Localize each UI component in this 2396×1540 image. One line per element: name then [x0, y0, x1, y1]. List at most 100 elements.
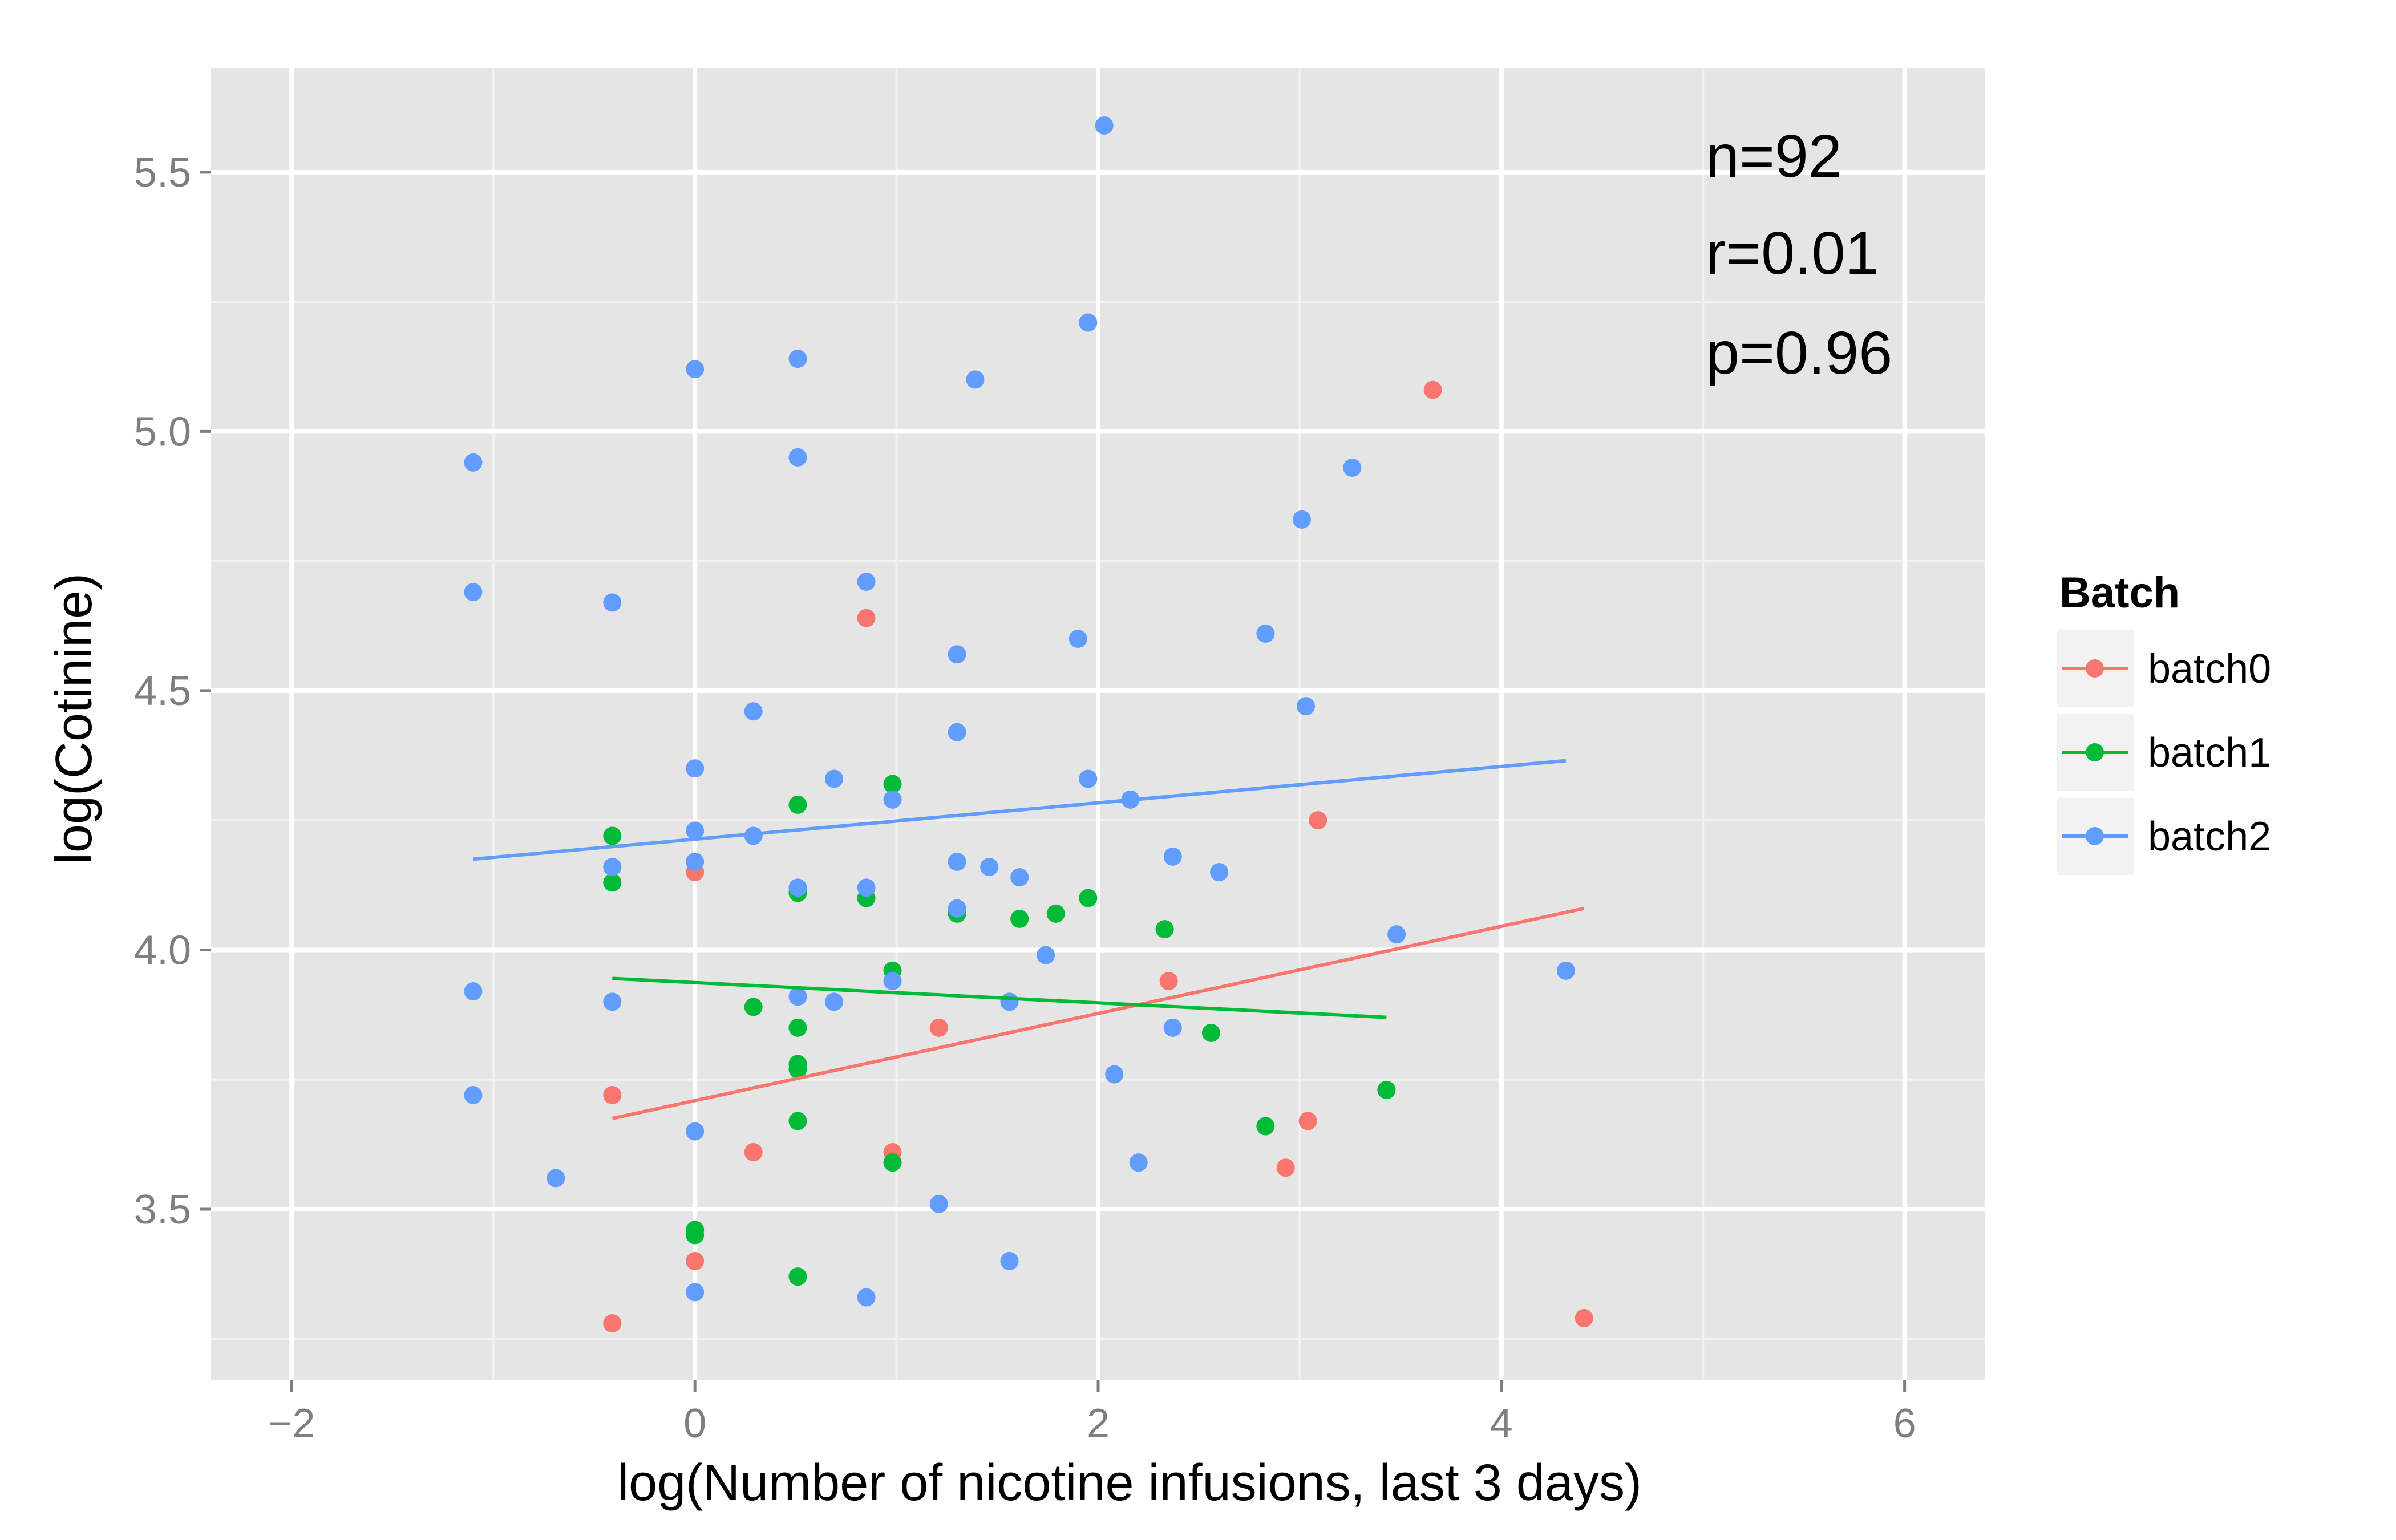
data-point-batch1	[1256, 1117, 1275, 1136]
data-point-batch2	[1037, 946, 1055, 964]
data-point-batch2	[686, 852, 705, 871]
data-point-batch0	[1276, 1158, 1295, 1177]
y-tick-label: 4.5	[134, 668, 191, 714]
y-tick-label: 4.0	[134, 927, 191, 973]
data-point-batch2	[857, 1288, 876, 1307]
data-point-batch2	[788, 987, 807, 1006]
x-tick-label: 0	[683, 1401, 706, 1446]
series-batch2	[464, 116, 1575, 1307]
data-point-batch2	[857, 573, 876, 591]
data-point-batch0	[603, 1086, 622, 1104]
data-point-batch2	[948, 723, 966, 741]
legend-key-point	[2086, 827, 2104, 845]
data-point-batch2	[1163, 1018, 1182, 1037]
axes: −2 0 2 4 6 3.5 4.0 4.5 5.0 5.5	[134, 150, 1916, 1446]
data-point-batch2	[1105, 1065, 1124, 1084]
data-point-batch2	[1079, 769, 1098, 788]
data-point-batch1	[788, 1112, 807, 1130]
data-point-batch2	[1095, 116, 1114, 135]
data-point-batch1	[1201, 1023, 1220, 1042]
legend-title: Batch	[2059, 569, 2180, 617]
data-point-batch1	[788, 795, 807, 814]
data-point-batch2	[825, 992, 844, 1011]
x-axis-title: log(Number of nicotine infusions, last 3…	[617, 1454, 1642, 1511]
data-point-batch0	[1575, 1308, 1593, 1327]
fit-line-batch2	[473, 759, 1567, 861]
legend-key-point	[2086, 743, 2104, 761]
data-point-batch2	[929, 1194, 948, 1213]
data-point-batch2	[603, 992, 622, 1011]
data-point-batch2	[1010, 868, 1029, 887]
data-point-batch2	[883, 972, 902, 990]
legend-label-batch0: batch0	[2148, 646, 2271, 692]
y-axis-title: log(Cotinine)	[46, 573, 103, 864]
series-batch0	[603, 380, 1593, 1332]
data-point-batch2	[788, 878, 807, 897]
data-point-batch1	[1155, 920, 1174, 939]
legend-key-point	[2086, 659, 2104, 678]
data-point-batch0	[1159, 972, 1178, 990]
data-point-batch1	[1046, 904, 1065, 923]
data-point-batch1	[744, 998, 763, 1016]
data-point-batch2	[686, 821, 705, 840]
data-point-batch0	[929, 1018, 948, 1037]
legend-label-batch1: batch1	[2148, 730, 2271, 776]
data-point-batch0	[857, 609, 876, 627]
x-tick-label: 4	[1490, 1401, 1513, 1446]
data-point-batch0	[603, 1314, 622, 1332]
data-point-batch2	[464, 583, 483, 602]
data-point-batch2	[1163, 847, 1182, 866]
data-point-batch2	[883, 790, 902, 809]
data-point-batch2	[966, 370, 985, 389]
data-point-batch1	[788, 1267, 807, 1286]
y-tick-label: 3.5	[134, 1187, 191, 1233]
annotation-r: r=0.01	[1706, 220, 1879, 287]
y-tick-label: 5.5	[134, 150, 191, 196]
data-point-batch2	[1000, 992, 1019, 1011]
data-point-batch2	[1343, 459, 1362, 477]
data-point-batch2	[1556, 961, 1575, 980]
plot-area	[211, 68, 1985, 1380]
data-point-batch2	[1129, 1153, 1148, 1172]
data-point-batch2	[1069, 630, 1087, 648]
x-tick-label: −2	[268, 1401, 315, 1446]
annotation-p: p=0.96	[1706, 319, 1892, 387]
data-point-batch2	[1256, 624, 1275, 643]
fit-line-batch0	[612, 906, 1585, 1120]
data-point-batch2	[1210, 863, 1229, 882]
data-point-batch2	[464, 1086, 483, 1104]
legend-entry-batch1: batch1	[2057, 714, 2271, 791]
data-point-batch2	[547, 1169, 565, 1188]
data-point-batch2	[948, 852, 966, 871]
data-point-batch2	[857, 878, 876, 897]
data-point-batch0	[744, 1143, 763, 1161]
data-point-batch1	[1010, 909, 1029, 928]
data-point-batch1	[1377, 1080, 1396, 1099]
data-point-batch1	[883, 1153, 902, 1172]
data-point-batch1	[788, 1060, 807, 1079]
legend-entry-batch0: batch0	[2057, 630, 2271, 707]
data-point-batch2	[744, 826, 763, 845]
y-tick-label: 5.0	[134, 409, 191, 455]
data-point-batch0	[1423, 380, 1442, 399]
legend-entry-batch2: batch2	[2057, 798, 2271, 875]
data-point-batch1	[603, 826, 622, 845]
legend-label-batch2: batch2	[2148, 814, 2271, 860]
data-point-batch2	[788, 448, 807, 467]
data-point-batch2	[825, 769, 844, 788]
data-point-batch1	[686, 1226, 705, 1245]
data-point-batch2	[686, 759, 705, 778]
data-point-batch2	[1387, 925, 1406, 944]
data-point-batch0	[686, 1251, 705, 1270]
data-point-batch1	[883, 775, 902, 793]
data-point-batch2	[686, 1122, 705, 1141]
data-point-batch2	[1079, 313, 1098, 332]
annotation-n: n=92	[1706, 123, 1842, 190]
x-tick-label: 6	[1893, 1401, 1916, 1446]
data-point-batch0	[1309, 811, 1327, 830]
data-point-batch2	[603, 858, 622, 876]
data-point-batch2	[788, 350, 807, 368]
data-point-batch2	[464, 982, 483, 1001]
fit-line-batch1	[612, 976, 1387, 1019]
